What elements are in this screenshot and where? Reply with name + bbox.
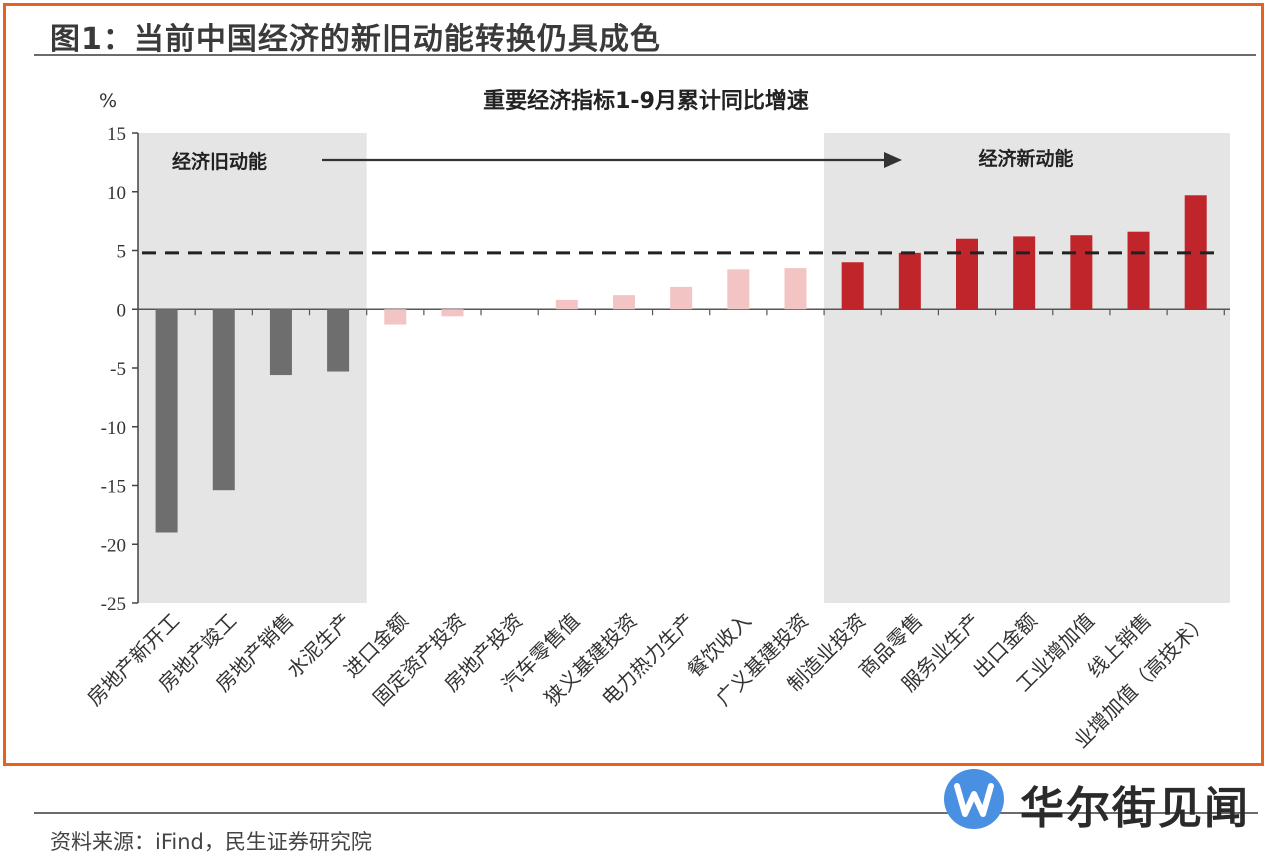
bar xyxy=(841,262,864,310)
footer-divider xyxy=(34,812,1258,814)
bar xyxy=(1013,236,1036,310)
bar xyxy=(1127,231,1150,310)
title-divider xyxy=(34,54,1256,56)
figure-title: 图1：当前中国经济的新旧动能转换仍具成色 xyxy=(50,22,661,57)
y-axis: 15 10 5 0 -5 -10 -15 -20 -25 xyxy=(101,124,139,615)
y-tick-label: -15 xyxy=(101,477,126,498)
bar xyxy=(784,268,807,310)
bar xyxy=(1070,235,1093,310)
bar xyxy=(670,286,693,310)
bar xyxy=(727,269,750,310)
wallstreetcn-logo-icon xyxy=(944,769,1004,829)
bar-chart: 15 10 5 0 -5 -10 -15 -20 -25 房地产新开工房地产竣工房地产销售水泥生… xyxy=(82,88,1230,753)
bar xyxy=(155,309,178,533)
bar xyxy=(327,309,350,372)
y-tick-label: -25 xyxy=(101,594,126,615)
bar xyxy=(898,252,921,310)
category-labels: 房地产新开工房地产竣工房地产销售水泥生产进口金额固定资产投资房地产投资汽车零售值… xyxy=(82,609,1213,753)
y-tick-label: -5 xyxy=(110,359,126,380)
source-note: 资料来源：iFind，民生证券研究院 xyxy=(50,830,372,854)
y-tick-label: 10 xyxy=(107,183,126,204)
chart-title: 重要经济指标1-9月累计同比增速 xyxy=(483,88,809,114)
y-tick-label: -20 xyxy=(101,535,126,556)
y-tick-label: 5 xyxy=(117,242,127,263)
y-tick-label: 15 xyxy=(107,124,126,145)
bar xyxy=(384,309,407,325)
bars xyxy=(155,195,1207,533)
figure-frame xyxy=(3,3,1264,766)
y-tick-label: -10 xyxy=(101,418,126,439)
bar xyxy=(612,295,635,310)
new-momentum-shade xyxy=(824,133,1230,603)
arrow-head-icon xyxy=(884,152,902,168)
bar xyxy=(1184,195,1207,310)
watermark-text: 华尔街见闻 xyxy=(1020,783,1250,834)
y-axis-unit: % xyxy=(99,90,117,112)
bar xyxy=(269,309,292,376)
bar xyxy=(441,309,464,317)
y-tick-label: 0 xyxy=(117,300,127,321)
bar xyxy=(212,309,235,491)
old-momentum-label: 经济旧动能 xyxy=(172,150,267,173)
new-momentum-label: 经济新动能 xyxy=(978,147,1073,170)
bar xyxy=(956,238,979,310)
bar xyxy=(555,299,578,310)
